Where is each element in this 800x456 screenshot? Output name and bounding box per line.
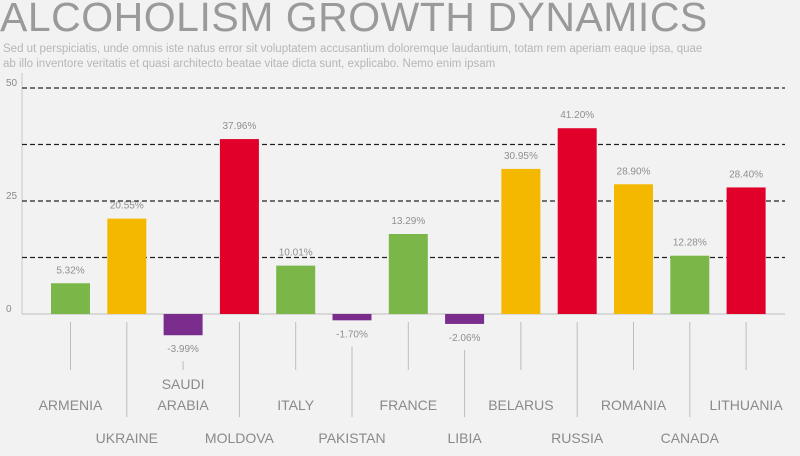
bar-lithuania: [726, 187, 766, 314]
x-tick-label: ARABIA: [157, 397, 209, 413]
bar-russia: [557, 128, 597, 314]
x-tick-label: UKRAINE: [96, 430, 158, 446]
x-tick-label: CANADA: [661, 430, 720, 446]
x-tick-label: BELARUS: [488, 397, 553, 413]
bar-romania: [614, 184, 653, 314]
y-tick-label: 25: [6, 191, 18, 202]
bar-pakistan: [332, 314, 372, 321]
x-tick-label: PAKISTAN: [318, 430, 385, 446]
data-label: 5.32%: [56, 265, 84, 276]
data-label: 37.96%: [222, 121, 256, 132]
bar-armenia: [51, 283, 90, 314]
x-tick-label: RUSSIA: [551, 430, 604, 446]
x-tick-label: MOLDOVA: [205, 430, 275, 446]
bar-ukraine: [107, 218, 147, 314]
x-tick-label: ROMANIA: [601, 397, 667, 413]
page-title: ALCOHOLISM GROWTH DYNAMICS: [0, 0, 708, 40]
data-label: 12.28%: [673, 238, 707, 249]
bar-canada: [670, 255, 710, 314]
data-label: -2.06%: [449, 333, 481, 344]
x-tick-label: LIBIA: [447, 430, 482, 446]
data-label: 30.95%: [504, 151, 538, 162]
bar-libia: [445, 314, 485, 324]
data-label: 10.01%: [279, 248, 313, 259]
page-subtitle: Sed ut perspiciatis, unde omnis iste nat…: [3, 43, 703, 70]
bar-belarus: [501, 168, 541, 314]
x-tick-label: LITHUANIA: [710, 397, 784, 413]
bar-italy: [276, 265, 316, 314]
bar-saudi-arabia: [163, 314, 203, 336]
data-label: 28.40%: [729, 169, 763, 180]
data-label: 28.90%: [617, 166, 651, 177]
x-tick-label: SAUDI: [162, 376, 205, 392]
x-tick-label: ITALY: [277, 397, 314, 413]
bar-france: [388, 233, 428, 314]
data-label: 41.20%: [560, 110, 594, 121]
bar-moldova: [219, 139, 259, 314]
data-label: 13.29%: [391, 216, 425, 227]
data-label: -3.99%: [167, 344, 199, 355]
data-label: -1.70%: [336, 329, 368, 340]
y-tick-label: 50: [6, 78, 18, 89]
x-tick-label: FRANCE: [380, 397, 438, 413]
data-label: 20.55%: [110, 201, 144, 212]
x-tick-label: ARMENIA: [39, 397, 103, 413]
y-tick-label: 0: [6, 304, 12, 315]
